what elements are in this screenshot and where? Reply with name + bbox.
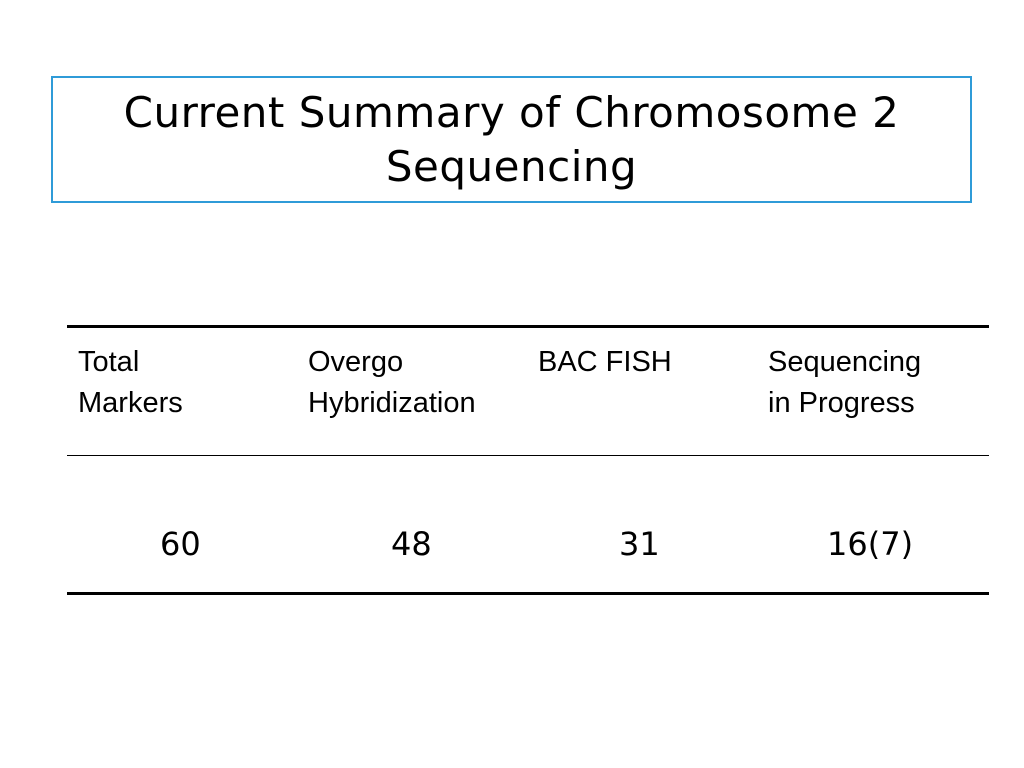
header-label-line: BAC FISH <box>538 346 672 378</box>
header-overgo-hybridization: Overgo Hybridization <box>297 328 527 455</box>
header-label-line: Overgo <box>308 346 404 378</box>
table-row: 60 48 31 16(7) <box>67 456 989 592</box>
value-total-markers: 60 <box>160 525 201 563</box>
value-overgo-hybridization: 48 <box>391 525 432 563</box>
table-header-divider <box>67 455 989 456</box>
header-label-line: Sequencing <box>768 346 922 378</box>
slide-title-line-1: Current Summary of Chromosome 2 <box>123 87 900 137</box>
table-top-rule <box>67 325 989 328</box>
value-bac-fish: 31 <box>619 525 660 563</box>
slide-title-line-2: Sequencing <box>385 141 638 191</box>
header-label-line: Hybridization <box>308 387 476 419</box>
summary-table: Total Markers Overgo Hybridization BAC F… <box>67 325 989 595</box>
header-label-line: in Progress <box>768 387 915 419</box>
value-sequencing-in-progress: 16(7) <box>827 525 914 563</box>
table-bottom-rule <box>67 592 989 595</box>
header-label-line: Total <box>78 346 140 378</box>
header-label-line: Markers <box>78 387 183 419</box>
slide-title-box: Current Summary of Chromosome 2 Sequenci… <box>51 76 972 203</box>
table-header-row: Total Markers Overgo Hybridization BAC F… <box>67 328 989 455</box>
header-sequencing-in-progress: Sequencing in Progress <box>757 328 987 455</box>
header-total-markers: Total Markers <box>67 328 297 455</box>
header-bac-fish: BAC FISH <box>527 328 757 455</box>
